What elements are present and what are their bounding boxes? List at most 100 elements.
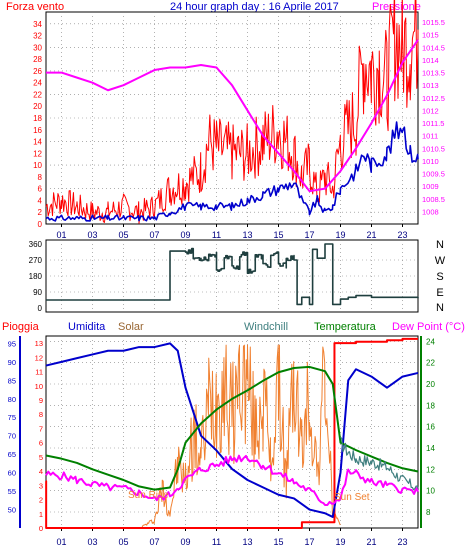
x-tick-label: 05 [118,230,128,240]
temperature-tick-label: 8 [426,508,431,517]
sunrise-annotation: Sun Rise [128,490,169,501]
wind-tick-label: 2 [38,208,43,217]
direction-tick-label: 270 [29,256,43,265]
rain-tick-label: 5 [39,453,43,462]
wind-tick-label: 18 [33,114,42,123]
x-tick-label: 23 [397,230,407,240]
windchill-axis-label: Windchill [244,321,288,333]
pressure-tick-label: 1010.5 [422,144,445,153]
x-tick-label: 03 [87,537,97,547]
rain-tick-label: 7 [39,424,43,433]
x-tick-label: 01 [56,537,66,547]
direction-tick-label: 90 [33,288,42,297]
temperature-tick-label: 24 [426,337,435,346]
dewpoint-axis-label: Dew Point (°C) [392,321,465,333]
humidity-tick-label: 55 [8,487,16,496]
wind-tick-label: 30 [33,43,42,52]
wind-direction-line [46,243,419,306]
humidity-tick-label: 60 [8,469,16,478]
windchill-line [340,436,419,491]
temperature-tick-label: 22 [426,359,435,368]
temperature-tick-label: 14 [426,444,435,453]
x-tick-label: 11 [212,230,221,240]
humidity-tick-label: 50 [8,506,16,515]
wind-tick-label: 32 [33,32,42,41]
rain-tick-label: 11 [35,368,43,377]
solar-radiation-line [141,344,341,528]
wind-tick-label: 20 [33,102,42,111]
wind-axis-label: Forza vento [6,1,64,13]
x-tick-label: 15 [273,230,283,240]
x-tick-label: 17 [304,230,314,240]
x-tick-label: 15 [273,537,283,547]
pressure-tick-label: 1014.5 [422,43,445,52]
humidity-tick-label: 85 [8,376,16,385]
x-tick-label: 17 [304,537,314,547]
x-tick-label: 09 [180,537,190,547]
pressure-tick-label: 1012 [422,106,439,115]
temperature-axis-label: Temperatura [314,321,377,333]
wind-tick-label: 8 [38,173,43,182]
wind-tick-label: 12 [33,149,42,158]
compass-label: N [436,239,444,251]
pressure-tick-label: 1012.5 [422,94,445,103]
wind-tick-label: 6 [38,185,43,194]
x-tick-label: 19 [335,537,345,547]
graph-title: 24 hour graph day : 16 Aprile 2017 [170,1,339,13]
x-tick-label: 09 [180,230,190,240]
compass-label: S [436,271,443,283]
compass-label: W [435,255,446,267]
pressure-tick-label: 1014 [422,56,439,65]
pressure-tick-label: 1009 [422,182,439,191]
rain-tick-label: 10 [35,382,43,391]
humidity-tick-label: 95 [8,339,16,348]
x-tick-label: 21 [366,230,376,240]
humidity-line [45,342,419,518]
temperature-tick-label: 18 [426,401,435,410]
rain-axis-label: Pioggia [2,321,40,333]
x-tick-label: 13 [242,537,252,547]
humidity-axis-label: Umidita [68,321,106,333]
rain-tick-label: 2 [39,496,43,505]
direction-tick-label: 180 [29,272,43,281]
wind-tick-label: 22 [33,90,42,99]
wind-average-line [45,121,419,222]
wind-tick-label: 24 [33,79,42,88]
pressure-tick-label: 1009.5 [422,170,445,179]
pressure-axis-label: Pressione [372,1,421,13]
dewpoint-line [45,454,419,507]
compass-label: N [436,302,444,314]
wind-tick-label: 28 [33,55,42,64]
temperature-tick-label: 16 [426,423,435,432]
temperature-tick-label: 10 [426,487,435,496]
pressure-tick-label: 1015 [422,31,439,40]
temperature-tick-label: 20 [426,380,435,389]
humidity-tick-label: 80 [8,395,16,404]
x-tick-label: 07 [149,230,159,240]
wind-tick-label: 14 [33,138,42,147]
pressure-tick-label: 1011.5 [422,119,444,128]
pressure-tick-label: 1015.5 [422,18,445,27]
humidity-tick-label: 90 [8,358,16,367]
pressure-tick-label: 1011 [422,132,438,141]
x-tick-label: 03 [87,230,97,240]
pressure-tick-label: 1008 [422,207,439,216]
wind-tick-label: 0 [38,220,43,229]
wind-tick-label: 16 [33,126,42,135]
x-tick-label: 01 [56,230,66,240]
pressure-tick-label: 1013 [422,81,439,90]
pressure-tick-label: 1013.5 [422,69,445,78]
direction-tick-label: 0 [38,304,43,313]
rain-tick-label: 8 [39,410,43,419]
wind-tick-label: 26 [33,67,42,76]
rain-tick-label: 3 [39,481,43,490]
humidity-tick-label: 65 [8,450,16,459]
x-tick-label: 05 [118,537,128,547]
x-tick-label: 11 [212,537,221,547]
pressure-line [46,39,419,193]
solar-axis-label: Solar [118,321,144,333]
temperature-line [45,365,419,491]
wind-tick-label: 34 [33,20,42,29]
x-tick-label: 13 [242,230,252,240]
